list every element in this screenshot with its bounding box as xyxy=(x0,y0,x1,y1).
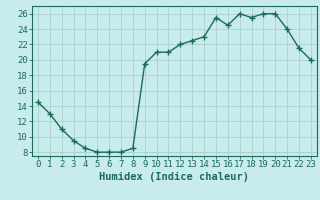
X-axis label: Humidex (Indice chaleur): Humidex (Indice chaleur) xyxy=(100,172,249,182)
